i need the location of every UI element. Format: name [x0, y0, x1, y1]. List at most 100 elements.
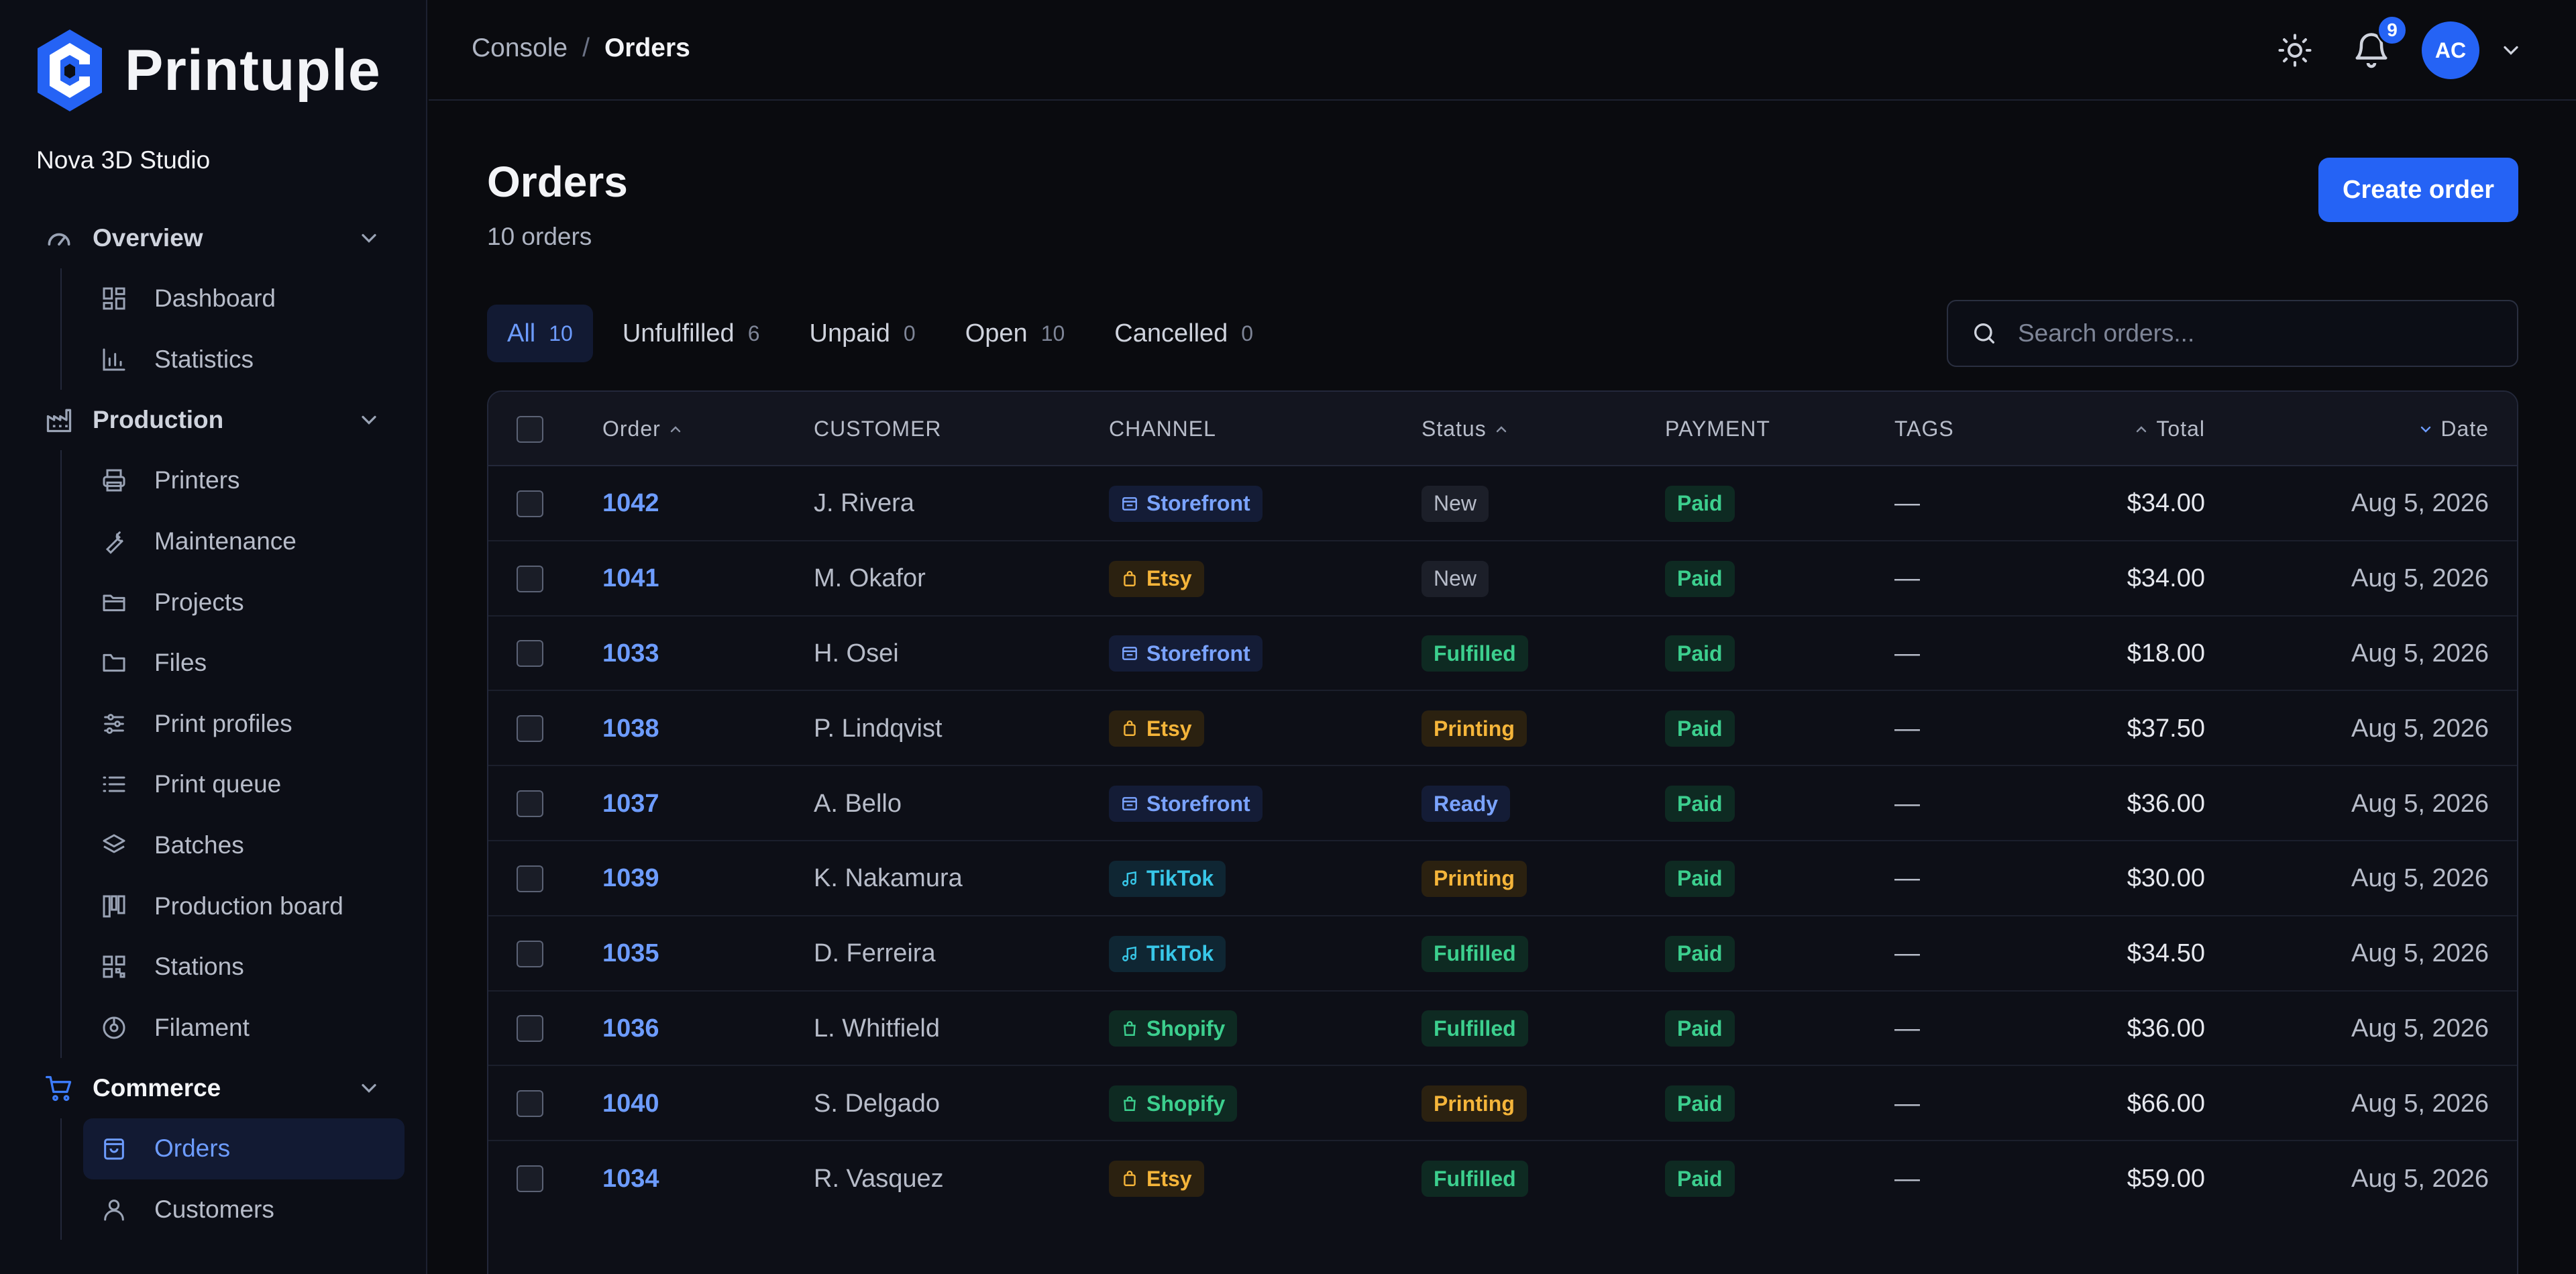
row-checkbox[interactable] [517, 940, 543, 967]
tab-count: 10 [1040, 321, 1065, 346]
order-total: $34.00 [2127, 564, 2205, 593]
order-number-link[interactable]: 1033 [602, 639, 659, 668]
sidebar-item-stations[interactable]: Stations [83, 937, 405, 998]
column-channel[interactable]: CHANNEL [1109, 392, 1216, 466]
sidebar-item-label: Batches [154, 831, 244, 859]
sidebar-item-customers[interactable]: Customers [83, 1179, 405, 1240]
table-row[interactable]: 1035 D. Ferreira TikTok Fulfilled Paid —… [488, 916, 2517, 992]
sidebar-item-printers[interactable]: Printers [83, 450, 405, 511]
row-select-cell [517, 1141, 543, 1216]
channel-badge: Etsy [1109, 1161, 1204, 1198]
tab-cancelled[interactable]: Cancelled 0 [1094, 305, 1273, 362]
nav-group-items: Printers Maintenance Projects Files Prin… [60, 450, 426, 1059]
tab-count: 10 [549, 321, 573, 346]
sidebar-item-production-board[interactable]: Production board [83, 875, 405, 937]
tab-unpaid[interactable]: Unpaid 0 [790, 305, 936, 362]
breadcrumb-console[interactable]: Console [472, 34, 568, 62]
select-all-cell [517, 392, 543, 466]
channel-badge: Etsy [1109, 560, 1204, 597]
tab-unfulfilled[interactable]: Unfulfilled 6 [602, 305, 780, 362]
tab-label: Unfulfilled [622, 319, 735, 348]
shopping-bag-icon [1124, 1096, 1136, 1112]
sidebar-item-dashboard[interactable]: Dashboard [83, 268, 405, 329]
table-row[interactable]: 1036 L. Whitfield Shopify Fulfilled Paid… [488, 992, 2517, 1067]
order-number-link[interactable]: 1039 [602, 864, 659, 893]
status-cell: Fulfilled [1421, 617, 1528, 692]
sidebar-item-filament[interactable]: Filament [83, 998, 405, 1059]
channel-badge: Storefront [1109, 635, 1263, 672]
table-row[interactable]: 1033 H. Osei Storefront Fulfilled Paid —… [488, 617, 2517, 692]
column-payment[interactable]: PAYMENT [1665, 392, 1770, 466]
table-row[interactable]: 1041 M. Okafor Etsy New Paid — $34.00 Au… [488, 541, 2517, 617]
order-number-link[interactable]: 1035 [602, 939, 659, 968]
order-number-link[interactable]: 1042 [602, 489, 659, 518]
channel-cell: Etsy [1109, 1141, 1204, 1216]
row-checkbox[interactable] [517, 640, 543, 668]
row-checkbox[interactable] [517, 565, 543, 592]
order-number-link[interactable]: 1034 [602, 1164, 659, 1193]
nav-group-overview[interactable]: Overview [0, 208, 426, 268]
bell-icon[interactable] [2351, 30, 2392, 70]
chevron-down-icon[interactable] [2499, 38, 2523, 62]
order-number-link[interactable]: 1038 [602, 714, 659, 743]
table-row[interactable]: 1037 A. Bello Storefront Ready Paid — $3… [488, 766, 2517, 841]
row-checkbox[interactable] [517, 1165, 543, 1193]
row-checkbox[interactable] [517, 790, 543, 818]
channel-label: TikTok [1146, 866, 1214, 891]
column-date[interactable]: Date [2418, 392, 2489, 466]
order-number-link[interactable]: 1041 [602, 564, 659, 593]
table-row[interactable]: 1042 J. Rivera Storefront New Paid — $34… [488, 466, 2517, 541]
sidebar-item-orders[interactable]: Orders [83, 1118, 405, 1179]
sidebar-item-batches[interactable]: Batches [83, 815, 405, 876]
tab-count: 0 [903, 321, 916, 346]
sidebar-item-maintenance[interactable]: Maintenance [83, 511, 405, 572]
search-input[interactable] [2018, 319, 2487, 348]
create-order-button[interactable]: Create order [2318, 158, 2518, 222]
row-checkbox[interactable] [517, 1015, 543, 1043]
avatar[interactable]: AC [2422, 21, 2479, 79]
sidebar-item-print-queue[interactable]: Print queue [83, 754, 405, 815]
order-date: Aug 5, 2026 [2351, 1014, 2489, 1043]
table-row[interactable]: 1039 K. Nakamura TikTok Printing Paid — … [488, 841, 2517, 916]
nav-group-commerce[interactable]: Commerce [0, 1058, 426, 1118]
payment-cell: Paid [1665, 617, 1735, 692]
row-select-cell [517, 541, 543, 617]
order-total: $36.00 [2127, 1014, 2205, 1043]
brand-logo[interactable]: Printuple [35, 27, 381, 114]
row-checkbox[interactable] [517, 1090, 543, 1118]
sidebar-item-label: Statistics [154, 345, 254, 373]
tab-all[interactable]: All 10 [487, 305, 593, 362]
order-date: Aug 5, 2026 [2351, 639, 2489, 668]
chevron-down-icon [362, 1083, 376, 1093]
column-total[interactable]: Total [2133, 392, 2205, 466]
row-checkbox[interactable] [517, 865, 543, 892]
order-count: 10 orders [487, 223, 592, 250]
sidebar-item-files[interactable]: Files [83, 633, 405, 694]
order-number-link[interactable]: 1040 [602, 1089, 659, 1118]
payment-cell: Paid [1665, 541, 1735, 617]
tab-open[interactable]: Open 10 [945, 305, 1085, 362]
order-number-link[interactable]: 1036 [602, 1014, 659, 1043]
column-order[interactable]: Order [602, 392, 684, 466]
order-total: $30.00 [2127, 864, 2205, 893]
column-customer[interactable]: CUSTOMER [814, 392, 942, 466]
sun-icon[interactable] [2277, 32, 2313, 68]
row-select-cell [517, 1066, 543, 1141]
column-status[interactable]: Status [1421, 392, 1509, 466]
table-row[interactable]: 1034 R. Vasquez Etsy Fulfilled Paid — $5… [488, 1141, 2517, 1216]
sidebar-item-print-profiles[interactable]: Print profiles [83, 694, 405, 755]
bag-icon [1124, 1171, 1136, 1187]
column-tags[interactable]: TAGS [1894, 392, 1954, 466]
row-checkbox[interactable] [517, 715, 543, 743]
nav-group-production[interactable]: Production [0, 390, 426, 450]
order-date: Aug 5, 2026 [2351, 1164, 2489, 1193]
select-all-checkbox[interactable] [517, 415, 543, 443]
table-row[interactable]: 1038 P. Lindqvist Etsy Printing Paid — $… [488, 691, 2517, 767]
sidebar-item-statistics[interactable]: Statistics [83, 329, 405, 390]
order-filter-tabs: All 10 Unfulfilled 6 Unpaid 0 Open 10 Ca… [487, 305, 1283, 362]
tags-cell: — [1894, 789, 1920, 818]
sidebar-item-projects[interactable]: Projects [83, 572, 405, 633]
order-number-link[interactable]: 1037 [602, 789, 659, 818]
row-checkbox[interactable] [517, 490, 543, 517]
table-row[interactable]: 1040 S. Delgado Shopify Printing Paid — … [488, 1066, 2517, 1142]
